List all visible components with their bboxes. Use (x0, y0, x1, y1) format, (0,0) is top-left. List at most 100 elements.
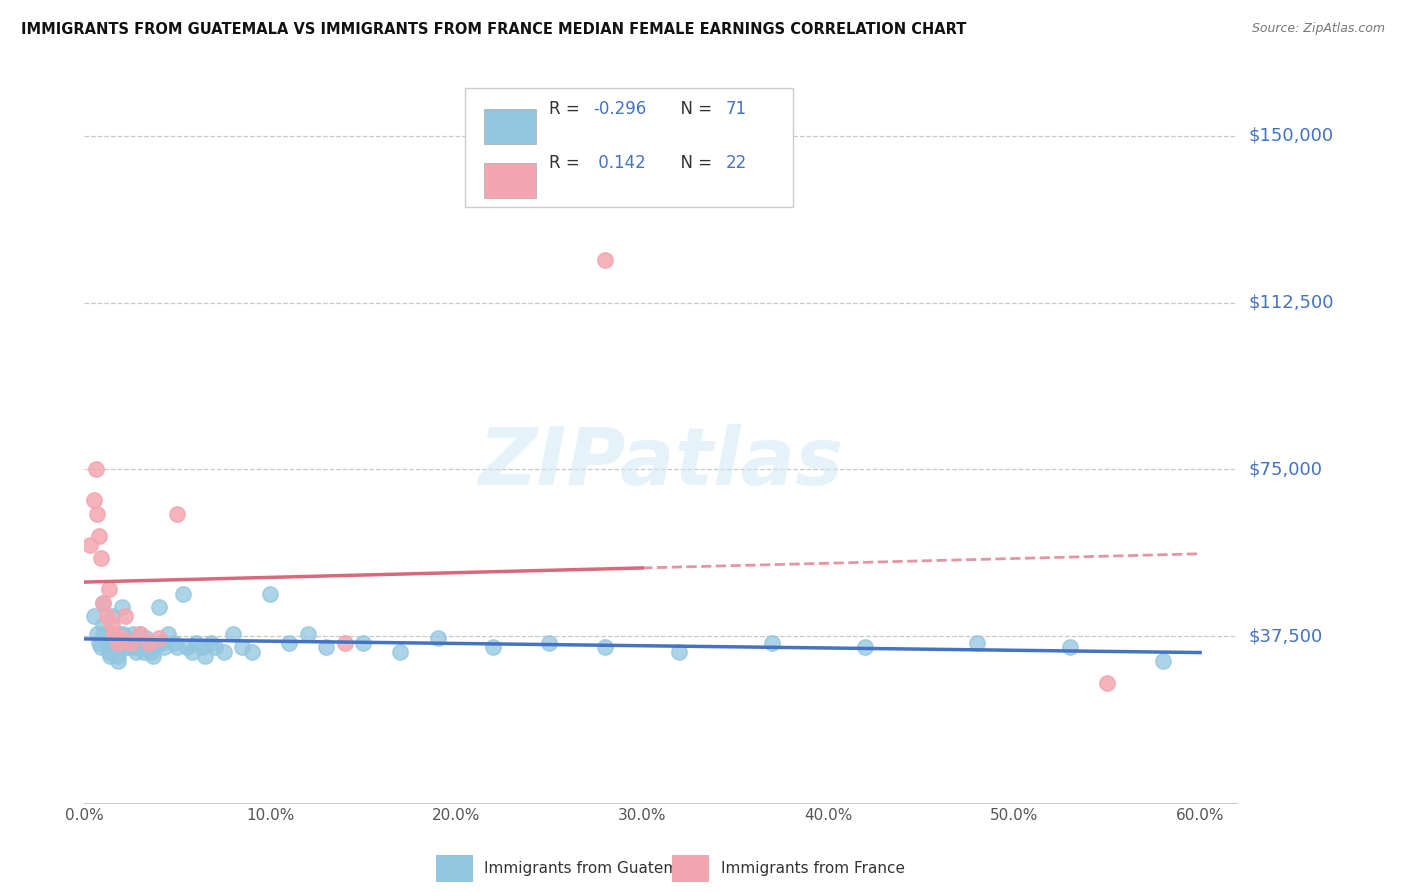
Point (114, 609, 136, 624)
Point (184, 636, 207, 650)
Point (259, 587, 281, 601)
Point (138, 636, 160, 650)
Point (127, 636, 149, 650)
Point (277, 636, 299, 650)
Point (143, 640, 166, 655)
Point (86, 627, 108, 641)
Point (194, 649, 217, 664)
Point (104, 640, 127, 655)
Point (121, 627, 143, 641)
Point (166, 507, 188, 521)
Point (129, 627, 152, 641)
Text: R =: R = (548, 154, 585, 172)
Point (593, 640, 616, 655)
Point (110, 600, 132, 615)
Point (118, 640, 141, 655)
Point (668, 645, 690, 659)
Text: ZIPatlas: ZIPatlas (478, 425, 844, 502)
Point (240, 645, 263, 659)
Point (222, 627, 245, 641)
Point (90, 640, 112, 655)
Point (107, 653, 129, 667)
Point (172, 587, 194, 601)
Text: IMMIGRANTS FROM GUATEMALA VS IMMIGRANTS FROM FRANCE MEDIAN FEMALE EARNINGS CORRE: IMMIGRANTS FROM GUATEMALA VS IMMIGRANTS … (21, 22, 966, 37)
Point (79, 538, 101, 552)
Point (149, 636, 172, 650)
Text: 22: 22 (725, 154, 747, 172)
Point (181, 645, 204, 659)
Point (426, 632, 449, 646)
Point (91, 596, 114, 610)
Point (89, 529, 111, 543)
Point (110, 632, 132, 646)
Text: -0.296: -0.296 (593, 100, 645, 118)
Text: Immigrants from France: Immigrants from France (721, 861, 905, 876)
Point (853, 640, 876, 655)
Point (129, 627, 152, 641)
Text: N =: N = (671, 100, 717, 118)
Point (103, 636, 125, 650)
Point (212, 645, 235, 659)
Point (101, 609, 124, 624)
Point (103, 627, 125, 641)
Point (231, 640, 253, 655)
Text: Immigrants from Guatemala: Immigrants from Guatemala (485, 861, 702, 876)
Point (86, 507, 108, 521)
Point (84, 462, 107, 476)
Point (142, 649, 165, 664)
FancyBboxPatch shape (436, 855, 472, 882)
Point (166, 640, 188, 655)
Text: $150,000: $150,000 (1249, 127, 1333, 145)
Point (538, 636, 561, 650)
Point (114, 640, 136, 655)
Point (352, 636, 374, 650)
Point (136, 640, 159, 655)
Point (132, 645, 155, 659)
Point (124, 640, 146, 655)
Point (162, 636, 184, 650)
Point (112, 627, 135, 641)
FancyBboxPatch shape (465, 87, 793, 207)
Text: 0.142: 0.142 (593, 154, 645, 172)
FancyBboxPatch shape (485, 109, 536, 144)
Point (125, 645, 148, 659)
Point (141, 645, 163, 659)
Point (148, 600, 170, 615)
Point (157, 627, 180, 641)
Point (204, 640, 226, 655)
Point (200, 636, 222, 650)
Point (135, 632, 157, 646)
Point (89, 636, 111, 650)
Point (96, 636, 118, 650)
Point (97, 582, 120, 597)
Point (107, 636, 129, 650)
Point (100, 649, 122, 664)
Point (176, 640, 198, 655)
Point (131, 640, 153, 655)
Point (90, 551, 112, 566)
Point (389, 645, 412, 659)
Point (148, 632, 170, 646)
Point (315, 640, 337, 655)
Point (91, 596, 114, 610)
Point (108, 627, 131, 641)
Point (153, 640, 176, 655)
FancyBboxPatch shape (485, 163, 536, 198)
Point (120, 636, 142, 650)
Point (761, 636, 783, 650)
Text: N =: N = (671, 154, 717, 172)
FancyBboxPatch shape (672, 855, 709, 882)
Point (101, 618, 124, 632)
Text: $75,000: $75,000 (1249, 460, 1323, 478)
Point (91, 618, 114, 632)
Point (1095, 675, 1118, 690)
Point (190, 640, 212, 655)
Point (482, 640, 505, 655)
Point (138, 636, 160, 650)
Point (110, 636, 132, 650)
Point (120, 636, 142, 650)
Point (107, 649, 129, 664)
Text: $37,500: $37,500 (1249, 627, 1323, 645)
Point (593, 253, 616, 268)
Point (115, 632, 138, 646)
